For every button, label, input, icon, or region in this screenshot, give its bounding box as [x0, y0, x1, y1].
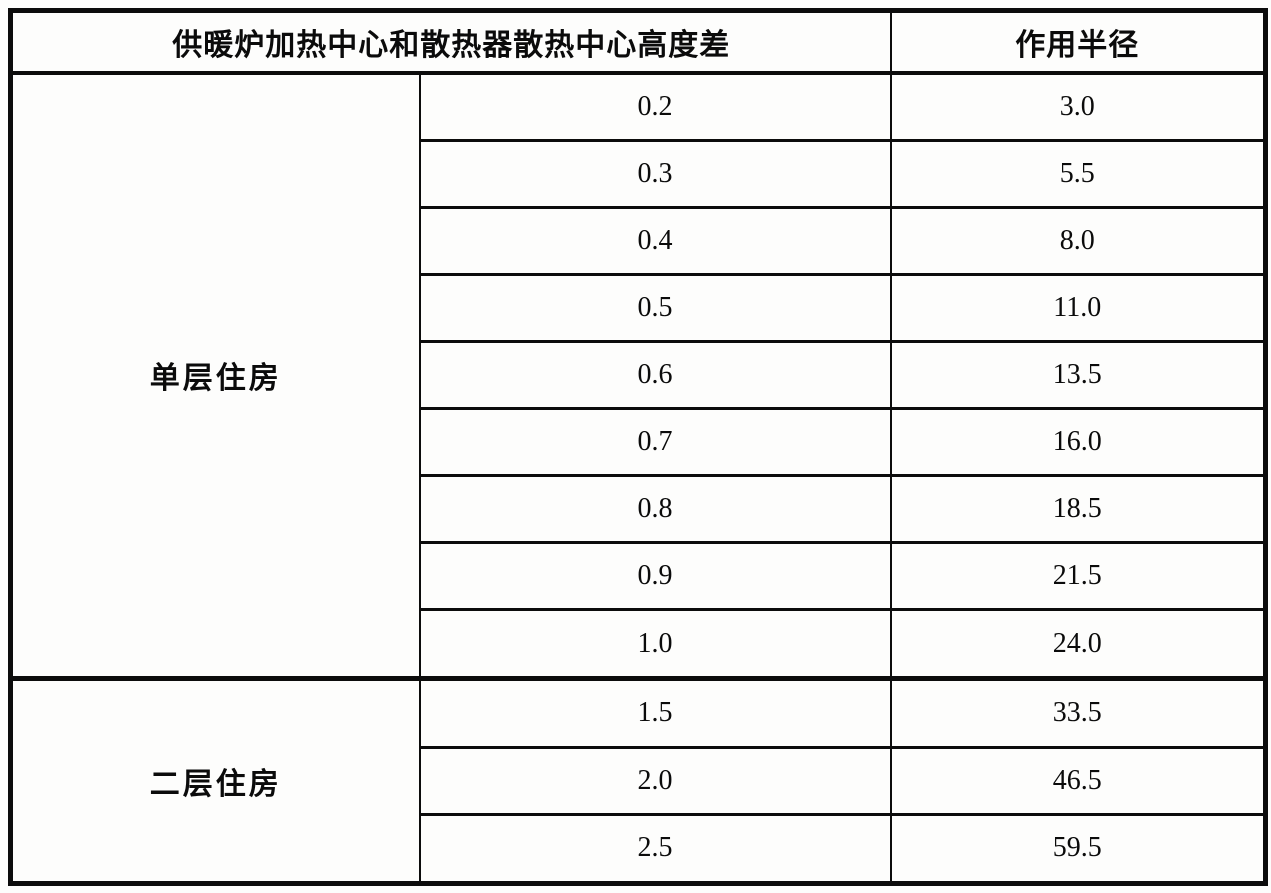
radius-cell: 59.5: [889, 812, 1267, 886]
table-row: 0.4 8.0: [11, 205, 1267, 277]
height-diff-cell: 0.9: [418, 541, 892, 612]
table-row: 2.0 46.5: [11, 745, 1267, 816]
radius-cell: 5.5: [889, 138, 1267, 209]
table-row: 1.0 24.0: [11, 608, 1267, 681]
header-height-diff: 供暖炉加热中心和散热器散热中心高度差: [9, 9, 892, 75]
height-diff-cell: 0.6: [418, 340, 892, 411]
height-diff-cell: 0.4: [418, 205, 892, 277]
table-row: 0.7 16.0: [11, 407, 1267, 478]
table-row: 2.5 59.5: [11, 812, 1267, 886]
radius-cell: 33.5: [889, 676, 1267, 749]
section-label-two-storey: 二层住房: [9, 676, 421, 885]
height-diff-cell: 1.5: [418, 676, 892, 749]
radius-cell: 18.5: [889, 474, 1267, 545]
heating-radius-table: 供暖炉加热中心和散热器散热中心高度差 作用半径 单层住房 0.2 3.0 0.3…: [8, 8, 1268, 886]
radius-cell: 46.5: [889, 745, 1267, 816]
radius-cell: 3.0: [889, 71, 1267, 142]
height-diff-cell: 0.3: [418, 138, 892, 209]
radius-cell: 8.0: [889, 205, 1267, 277]
table-row: 0.8 18.5: [11, 474, 1267, 545]
radius-cell: 11.0: [889, 272, 1267, 344]
height-diff-cell: 0.5: [418, 272, 892, 344]
table-row: 单层住房 0.2 3.0: [9, 70, 1267, 681]
header-action-radius: 作用半径: [889, 9, 1267, 75]
height-diff-cell: 2.5: [418, 812, 892, 886]
table-row: 0.9 21.5: [11, 541, 1267, 612]
radius-cell: 24.0: [889, 608, 1267, 681]
radius-cell: 13.5: [889, 340, 1267, 411]
height-diff-cell: 0.7: [418, 407, 892, 478]
height-diff-cell: 0.8: [418, 474, 892, 545]
height-diff-cell: 0.2: [418, 71, 892, 142]
table-row: 二层住房 1.5 33.5: [9, 676, 1267, 885]
table-row: 0.3 5.5: [11, 138, 1267, 209]
table-row: 0.6 13.5: [11, 340, 1267, 411]
header-row: 供暖炉加热中心和散热器散热中心高度差 作用半径: [9, 9, 1267, 75]
radius-cell: 16.0: [889, 407, 1267, 478]
radius-cell: 21.5: [889, 541, 1267, 612]
height-diff-cell: 2.0: [418, 745, 892, 816]
height-diff-cell: 1.0: [418, 608, 892, 681]
table-row: 0.5 11.0: [11, 272, 1267, 344]
section-label-single-storey: 单层住房: [9, 70, 421, 681]
